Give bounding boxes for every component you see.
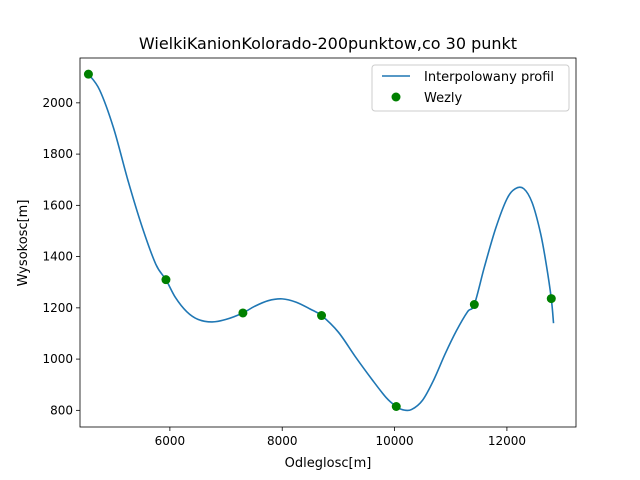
y-axis-ticks: 800 1000 1200 1400 1600 1800 2000 xyxy=(42,96,80,417)
x-tick-label: 8000 xyxy=(267,434,298,448)
x-axis-ticks: 6000 8000 10000 12000 xyxy=(155,427,526,448)
axes-background xyxy=(80,58,576,427)
y-tick-label: 1400 xyxy=(42,250,73,264)
y-axis-label: Wysokosc[m] xyxy=(16,200,31,287)
series-line-profile xyxy=(87,73,555,412)
series-layer xyxy=(83,69,556,412)
axes-frame xyxy=(79,57,577,428)
y-tick-label: 1000 xyxy=(42,352,73,366)
x-axis-label: Odleglosc[m] xyxy=(285,456,372,471)
node-marker xyxy=(161,275,171,285)
node-marker xyxy=(546,294,556,304)
node-marker xyxy=(238,308,248,318)
x-tick-label: 6000 xyxy=(155,434,186,448)
y-tick-label: 1800 xyxy=(42,147,73,161)
node-marker xyxy=(83,69,93,79)
legend-label-nodes: Wezly xyxy=(424,91,463,106)
node-marker xyxy=(317,311,327,321)
chart-title: WielkiKanionKolorado-200punktow,co 30 pu… xyxy=(139,34,517,53)
x-tick-label: 10000 xyxy=(375,434,413,448)
legend-box xyxy=(371,64,570,112)
node-marker xyxy=(391,402,401,411)
legend-label-profile: Interpolowany profil xyxy=(424,70,554,85)
legend-swatch-marker xyxy=(391,92,401,102)
y-tick-label: 2000 xyxy=(42,96,73,110)
plot-area: 6000 8000 10000 12000 800 1000 1200 1400 1600 18… xyxy=(42,57,577,448)
node-marker xyxy=(469,300,479,310)
y-tick-label: 800 xyxy=(50,403,73,417)
x-tick-label: 12000 xyxy=(488,434,526,448)
y-tick-label: 1600 xyxy=(42,198,73,212)
legend: Interpolowany profil Wezly xyxy=(371,64,570,112)
y-tick-label: 1200 xyxy=(42,301,73,315)
